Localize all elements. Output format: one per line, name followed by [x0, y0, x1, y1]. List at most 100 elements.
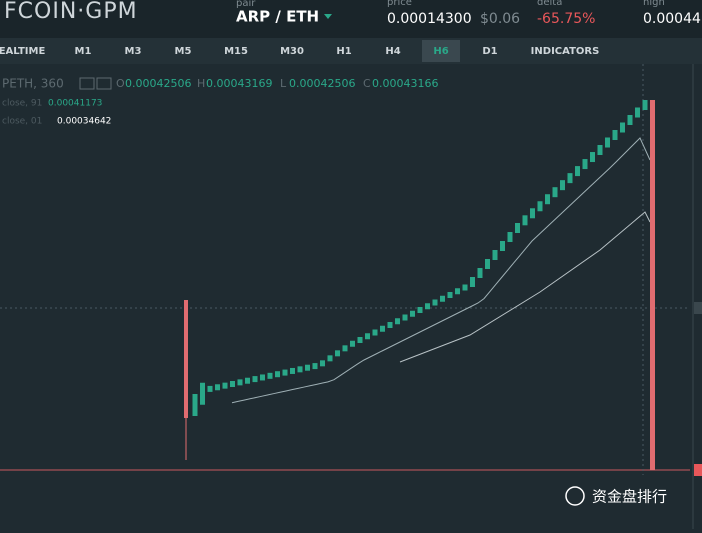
- candle: [207, 385, 213, 392]
- tab[interactable]: H1: [336, 46, 351, 57]
- axis-tag: [694, 302, 702, 314]
- tab-active: [422, 40, 460, 62]
- candle: [252, 376, 258, 383]
- candle: [507, 232, 513, 242]
- moving-average: [399, 211, 651, 363]
- logo: FCOIN·GPM: [4, 0, 138, 24]
- candle: [530, 208, 535, 219]
- candle: [357, 337, 363, 343]
- candle: [485, 259, 490, 269]
- candle: [342, 345, 348, 352]
- candle: [335, 350, 340, 357]
- ohlc-value: 0.00043169: [206, 77, 272, 90]
- candle: [327, 355, 333, 362]
- candle: [612, 130, 618, 140]
- candle: [605, 137, 610, 148]
- candle: [312, 363, 318, 370]
- high-label: high: [643, 0, 665, 8]
- ohlc-value: 0.00042506: [125, 77, 191, 90]
- candle: [582, 159, 588, 170]
- tab[interactable]: H4: [385, 46, 400, 57]
- ohlc-label: C: [363, 77, 371, 90]
- watermark-icon: [565, 486, 585, 506]
- candle: [387, 322, 393, 328]
- pair[interactable]: ARP / ETH: [236, 8, 319, 26]
- candle: [635, 107, 640, 118]
- candle: [237, 379, 243, 386]
- tab[interactable]: D1: [482, 46, 497, 57]
- symbol: PETH, 360: [2, 77, 64, 91]
- tab-bar: [0, 38, 702, 64]
- high: 0.00044: [643, 11, 701, 27]
- candle: [620, 122, 625, 133]
- candle: [425, 303, 430, 310]
- candle: [192, 394, 198, 416]
- candle: [365, 333, 370, 340]
- candle: [552, 187, 558, 198]
- candle: [597, 145, 603, 155]
- candle: [627, 115, 633, 125]
- axis-tag: [694, 464, 702, 476]
- candle: [522, 215, 528, 226]
- icon-box[interactable]: [96, 77, 112, 90]
- candle: [305, 364, 310, 371]
- candle: [477, 268, 483, 278]
- candle: [410, 310, 415, 317]
- candle: [500, 241, 505, 251]
- candle: [297, 366, 303, 373]
- pair-label: pair: [236, 0, 256, 9]
- tab[interactable]: M30: [280, 46, 304, 57]
- price: 0.00014300: [387, 11, 472, 27]
- candle: [567, 173, 573, 184]
- candle: [590, 152, 595, 163]
- tab[interactable]: M5: [175, 46, 192, 57]
- indicator-name: close, 01: [2, 117, 42, 127]
- candle: [417, 307, 423, 313]
- candle: [290, 367, 295, 374]
- candle: [440, 295, 445, 302]
- ohlc-value: 0.00042506: [289, 77, 355, 90]
- candle: [492, 250, 498, 260]
- candle: [560, 180, 565, 191]
- candle: [275, 371, 280, 378]
- candle: [350, 340, 355, 347]
- tab[interactable]: INDICATORS: [531, 46, 600, 57]
- indicator-value: 0.00034642: [57, 117, 111, 127]
- tab[interactable]: H6: [433, 46, 448, 57]
- tab[interactable]: M15: [224, 46, 248, 57]
- watermark: 资金盘排行: [592, 488, 667, 506]
- candle: [395, 318, 400, 325]
- candle: [447, 292, 453, 298]
- candle: [267, 372, 273, 379]
- ohlc-label: O: [116, 77, 125, 90]
- icon-box[interactable]: [79, 77, 95, 90]
- candle: [200, 382, 205, 405]
- candle: [230, 381, 235, 387]
- candle: [642, 100, 648, 110]
- tab[interactable]: M3: [125, 46, 142, 57]
- ohlc-label: L: [280, 77, 287, 90]
- dropdown-arrow[interactable]: [324, 14, 332, 19]
- tab[interactable]: M1: [75, 46, 92, 57]
- candle: [462, 284, 468, 291]
- candle: [432, 299, 438, 306]
- candle: [545, 194, 550, 205]
- candle: [470, 277, 475, 287]
- ohlc-label: H: [197, 77, 205, 90]
- candle-spike: [184, 300, 188, 418]
- price-usd: $0.06: [480, 11, 520, 27]
- candle: [372, 329, 378, 336]
- tab[interactable]: EALTIME: [0, 46, 45, 57]
- candle: [537, 201, 543, 212]
- indicator-name: close, 91: [2, 99, 42, 109]
- candle: [380, 325, 385, 332]
- candle: [245, 377, 250, 384]
- candle: [402, 314, 408, 321]
- candle: [222, 382, 228, 389]
- price-label: price: [387, 0, 412, 8]
- candle: [575, 166, 580, 177]
- candle: [260, 374, 265, 381]
- delta-label: delta: [537, 0, 562, 8]
